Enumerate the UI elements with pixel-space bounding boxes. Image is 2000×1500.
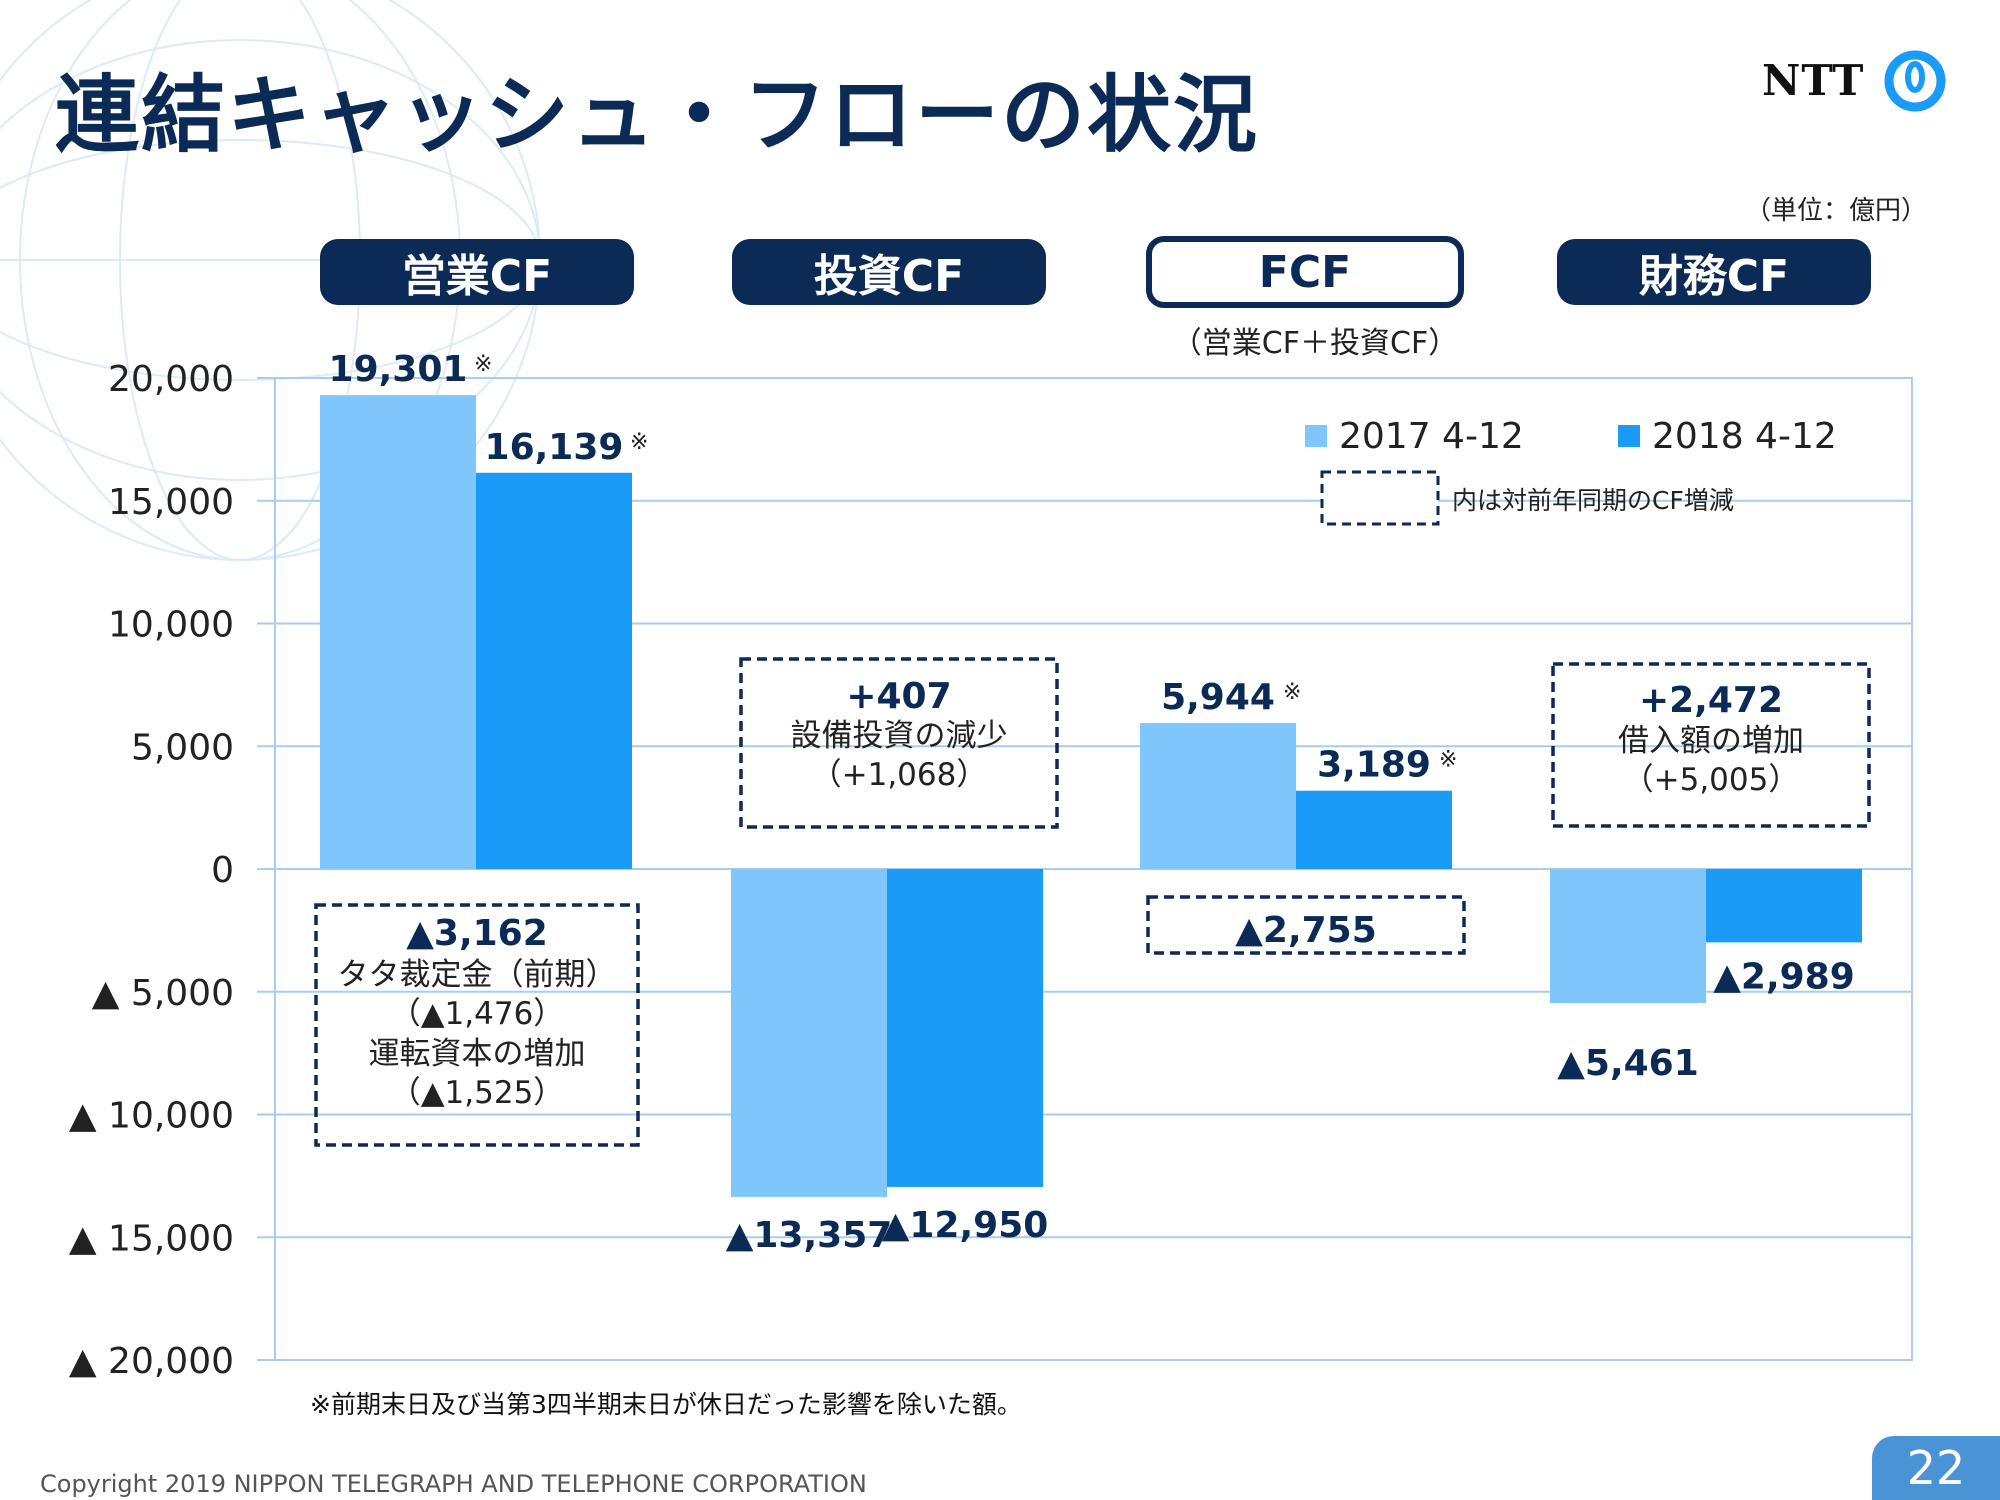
- bar-2017: [1550, 869, 1706, 1004]
- data-label-mark: ※: [630, 430, 648, 455]
- y-tick-label: 10,000: [108, 605, 234, 646]
- annotation-line: （▲1,476）: [390, 996, 565, 1032]
- annotation-line: （+5,005）: [1623, 762, 1800, 798]
- category-pill-fcf: FCF: [1146, 236, 1464, 308]
- footnote: ※前期末日及び当第3四半期末日が休日だった影響を除いた額。: [310, 1390, 1022, 1419]
- annotation-line: 運転資本の増加: [369, 1036, 586, 1072]
- data-label: ▲13,357: [726, 1215, 893, 1256]
- annotation-line: 借入額の増加: [1618, 723, 1804, 759]
- bar-2018: [1296, 790, 1452, 869]
- y-tick-label: ▲ 20,000: [69, 1341, 234, 1382]
- bar-2018: [476, 472, 632, 869]
- data-label-mark: ※: [1439, 748, 1457, 773]
- y-tick-label: ▲ 5,000: [92, 973, 234, 1014]
- page-number: 22: [1872, 1436, 2000, 1500]
- annotation-line: +407: [846, 676, 951, 717]
- bar-2017: [731, 869, 887, 1197]
- category-pill-financing-cf: 財務CF: [1557, 239, 1871, 305]
- page-title: 連結キャッシュ・フローの状況: [55, 66, 1260, 164]
- annotation-line: ▲3,162: [406, 913, 548, 954]
- category-pill-operating-cf: 営業CF: [320, 239, 634, 305]
- y-tick-label: 15,000: [108, 482, 234, 523]
- data-label: ▲5,461: [1557, 1043, 1699, 1084]
- annotation-line: タタ裁定金（前期）: [338, 957, 617, 993]
- category-pill-investing-cf: 投資CF: [732, 239, 1046, 305]
- data-label: ▲2,989: [1713, 956, 1855, 997]
- data-label: 19,301: [329, 349, 468, 390]
- legend-swatch-2017: [1305, 425, 1327, 447]
- data-label: 5,944: [1161, 677, 1275, 718]
- unit-label: （単位：億円）: [1745, 196, 1928, 226]
- y-tick-label: ▲ 10,000: [69, 1096, 234, 1137]
- bar-2018: [1706, 869, 1862, 943]
- copyright: Copyright 2019 NIPPON TELEGRAPH AND TELE…: [40, 1470, 867, 1498]
- annotation-box: [314, 903, 640, 1147]
- annotation-box: [1146, 895, 1466, 955]
- data-label: 3,189: [1317, 745, 1431, 786]
- bar-2017: [1140, 723, 1296, 869]
- annotation-line: ▲2,755: [1235, 910, 1377, 951]
- data-label: 16,139: [485, 427, 624, 468]
- annotation-line: 設備投資の減少: [791, 718, 1008, 754]
- annotation-line: +2,472: [1639, 680, 1783, 721]
- annotation-line: （+1,068）: [811, 757, 988, 793]
- y-tick-label: 20,000: [108, 359, 234, 400]
- y-tick-label: 5,000: [131, 727, 234, 768]
- bar-2017: [320, 395, 476, 869]
- legend-swatch-2018: [1618, 425, 1640, 447]
- legend-note: 内は対前年同期のCF増減: [1452, 486, 1734, 515]
- fcf-subtitle: （営業CF＋投資CF）: [1171, 326, 1459, 361]
- annotation-line: （▲1,525）: [390, 1075, 565, 1111]
- y-tick-label: 0: [211, 850, 234, 891]
- annotation-box: [739, 657, 1059, 829]
- data-label-mark: ※: [1283, 680, 1301, 705]
- y-tick-label: ▲ 15,000: [69, 1218, 234, 1259]
- legend-label: 2018 4-12: [1652, 416, 1837, 457]
- data-label-mark: ※: [474, 352, 492, 377]
- legend-dashed-box: [1320, 470, 1440, 526]
- legend-label: 2017 4-12: [1339, 416, 1524, 457]
- bar-2018: [887, 869, 1043, 1187]
- company-logo-text: NTT: [1762, 56, 1865, 105]
- data-label: ▲12,950: [882, 1205, 1049, 1246]
- ntt-logo-icon: [1884, 50, 1946, 112]
